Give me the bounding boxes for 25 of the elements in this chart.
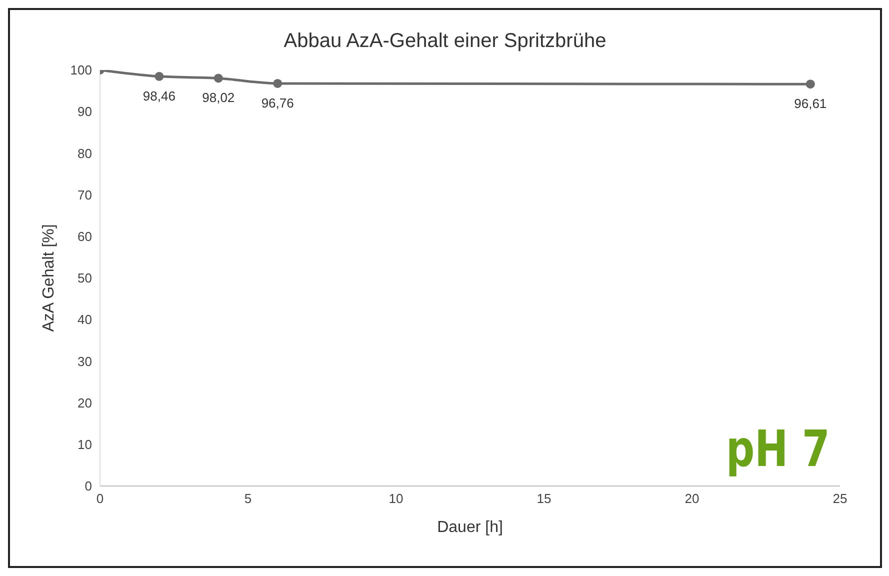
y-tick-label: 100 xyxy=(70,62,92,78)
y-tick-label: 90 xyxy=(78,104,92,120)
data-label: 96,61 xyxy=(794,96,827,112)
y-tick-label: 0 xyxy=(84,478,92,494)
data-label: 96,76 xyxy=(261,95,294,110)
y-tick-label: 60 xyxy=(78,229,92,244)
x-tick-label: 20 xyxy=(684,491,700,506)
chart-title: Abbau AzA-Gehalt einer Spritzbrühe xyxy=(282,30,608,53)
y-tick-label: 30 xyxy=(78,354,92,369)
x-tick-label: 15 xyxy=(536,491,552,506)
annotation: pH 7 xyxy=(726,420,830,478)
y-axis-title: AzA Gehalt [%] xyxy=(40,224,58,332)
y-tick-label: 20 xyxy=(78,395,92,410)
x-tick-label: 25 xyxy=(832,491,848,506)
x-tick-label: 5 xyxy=(244,491,252,506)
y-tick-label: 80 xyxy=(78,146,92,161)
data-label: 98,46 xyxy=(142,88,176,104)
y-tick-label: 50 xyxy=(78,270,92,286)
data-label: 98,02 xyxy=(202,90,235,106)
y-tick-label: 70 xyxy=(78,187,92,202)
x-tick-label: 0 xyxy=(96,491,104,506)
y-tick-label: 10 xyxy=(78,437,92,452)
y-tick-label: 40 xyxy=(78,312,92,328)
x-tick-label: 10 xyxy=(388,491,404,506)
x-axis-title: Dauer [h] xyxy=(437,519,503,536)
